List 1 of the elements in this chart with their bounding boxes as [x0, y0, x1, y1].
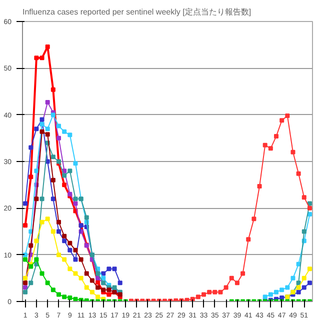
- chart-title: Influenza cases reported per sentinel weekly [定点当たり報告数]: [22, 8, 252, 16]
